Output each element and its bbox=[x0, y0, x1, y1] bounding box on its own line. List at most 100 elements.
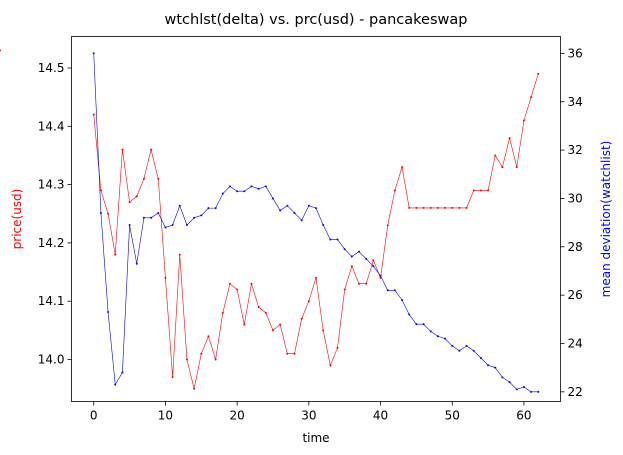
price-point bbox=[386, 224, 389, 227]
watchlist-deviation-point bbox=[444, 337, 447, 340]
right-y-tick-label: 24 bbox=[568, 336, 583, 350]
watchlist-deviation-point bbox=[322, 224, 325, 227]
price-point bbox=[315, 276, 317, 279]
price-point bbox=[99, 189, 102, 192]
watchlist-deviation-point bbox=[307, 204, 310, 207]
watchlist-deviation-point bbox=[243, 190, 246, 193]
watchlist-deviation-point bbox=[171, 224, 174, 227]
price-point bbox=[107, 212, 110, 215]
price-point bbox=[0, 49, 1, 52]
x-tick-label: 30 bbox=[301, 409, 316, 423]
right-y-tick-label: 28 bbox=[568, 240, 583, 254]
price-point bbox=[436, 206, 439, 209]
watchlist-deviation-point bbox=[336, 238, 339, 241]
price-point bbox=[537, 72, 540, 75]
watchlist-deviation-point bbox=[257, 187, 260, 190]
price-point bbox=[236, 288, 239, 291]
watchlist-deviation-point bbox=[451, 344, 454, 347]
price-point bbox=[250, 282, 253, 285]
price-point bbox=[307, 300, 310, 303]
price-point bbox=[178, 253, 181, 256]
price-point bbox=[508, 136, 511, 139]
watchlist-deviation-point bbox=[479, 356, 482, 359]
price-point bbox=[479, 189, 482, 192]
left-y-axis: 14.0 14.1 14.2 14.3 14.4 14.5 bbox=[38, 61, 72, 367]
price-point bbox=[286, 352, 289, 355]
price-point bbox=[530, 96, 533, 99]
watchlist-deviation-point bbox=[193, 216, 196, 219]
watchlist-deviation-point bbox=[178, 204, 181, 207]
price-point bbox=[164, 276, 167, 279]
price-point bbox=[128, 201, 131, 204]
watchlist-deviation-point bbox=[429, 330, 432, 333]
right-y-tick-label: 26 bbox=[568, 288, 583, 302]
price-point bbox=[157, 177, 160, 180]
price-point bbox=[472, 189, 475, 192]
x-tick-label: 50 bbox=[445, 409, 460, 423]
x-tick-label: 0 bbox=[90, 409, 98, 423]
price-point bbox=[358, 282, 361, 285]
price-point bbox=[121, 148, 124, 151]
price-point bbox=[279, 323, 282, 326]
price-point bbox=[458, 206, 461, 209]
price-point bbox=[429, 206, 432, 209]
watchlist-deviation-point bbox=[315, 207, 317, 210]
watchlist-deviation-point bbox=[185, 224, 188, 227]
right-y-tick-label: 34 bbox=[568, 95, 583, 109]
watchlist-deviation-point bbox=[458, 349, 461, 352]
price-point bbox=[408, 206, 411, 209]
watchlist-deviation-point bbox=[157, 211, 160, 214]
watchlist-deviation-line bbox=[93, 53, 539, 393]
watchlist-deviation-point bbox=[515, 388, 518, 391]
price-point bbox=[329, 364, 332, 367]
chart-title: wtchlst(delta) vs. prc(usd) - pancakeswa… bbox=[165, 12, 468, 28]
price-point bbox=[343, 288, 346, 291]
price-point bbox=[336, 346, 339, 349]
price-point bbox=[171, 376, 174, 379]
watchlist-deviation-point bbox=[92, 52, 95, 55]
price-point bbox=[193, 387, 196, 390]
watchlist-deviation-point bbox=[436, 335, 439, 338]
price-point bbox=[257, 306, 260, 309]
watchlist-deviation-point bbox=[200, 214, 203, 217]
watchlist-deviation-point bbox=[465, 344, 468, 347]
watchlist-deviation-point bbox=[221, 192, 224, 195]
left-y-axis-label: price(usd) bbox=[10, 189, 24, 250]
watchlist-deviation-point bbox=[372, 265, 375, 268]
watchlist-deviation-point bbox=[300, 219, 303, 222]
watchlist-deviation-point bbox=[386, 289, 389, 292]
watchlist-deviation-point bbox=[150, 216, 153, 219]
price-point bbox=[142, 177, 145, 180]
right-y-axis: 22 24 26 28 30 32 34 36 bbox=[560, 46, 583, 399]
price-point bbox=[487, 189, 490, 192]
watchlist-deviation-point bbox=[379, 274, 382, 277]
price-point bbox=[214, 358, 217, 361]
price-point bbox=[92, 113, 95, 116]
watchlist-deviation-point bbox=[128, 224, 131, 227]
price-point bbox=[221, 311, 224, 314]
watchlist-deviation-point bbox=[99, 211, 102, 214]
watchlist-deviation-point bbox=[228, 185, 231, 188]
price-line bbox=[93, 73, 539, 389]
x-axis: 0 10 20 30 40 50 60 bbox=[90, 401, 532, 423]
price-point bbox=[200, 352, 203, 355]
price-point bbox=[372, 259, 375, 262]
watchlist-deviation-point bbox=[286, 204, 289, 207]
price-point bbox=[393, 189, 396, 192]
price-point bbox=[228, 282, 231, 285]
price-point bbox=[207, 335, 210, 338]
watchlist-deviation-point bbox=[508, 381, 511, 384]
price-point bbox=[422, 206, 425, 209]
left-y-tick-label: 14.3 bbox=[38, 178, 65, 192]
watchlist-deviation-point bbox=[501, 376, 504, 379]
watchlist-deviation-point bbox=[537, 390, 540, 393]
price-point bbox=[322, 329, 325, 332]
watchlist-deviation-point bbox=[472, 349, 475, 352]
price-point bbox=[150, 148, 153, 151]
watchlist-deviation-point bbox=[350, 255, 353, 258]
price-point bbox=[350, 265, 353, 268]
watchlist-deviation-point bbox=[393, 289, 396, 292]
left-y-tick-label: 14.0 bbox=[38, 353, 65, 367]
watchlist-deviation-point bbox=[135, 262, 138, 265]
watchlist-deviation-point bbox=[487, 364, 490, 367]
